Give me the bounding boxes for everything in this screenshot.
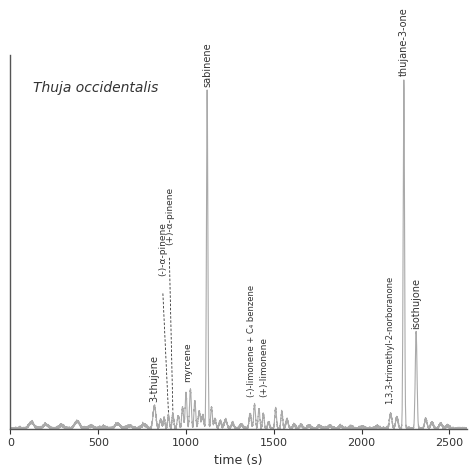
Text: thujane-3-one: thujane-3-one xyxy=(399,8,409,76)
Text: myrcene: myrcene xyxy=(183,343,192,383)
Text: 3-thujene: 3-thujene xyxy=(149,355,159,402)
X-axis label: time (s): time (s) xyxy=(215,454,263,467)
Text: (+)-limonene: (+)-limonene xyxy=(260,337,269,397)
Text: (-)-α-pinene: (-)-α-pinene xyxy=(158,222,167,276)
Text: isothujone: isothujone xyxy=(411,278,421,329)
Text: sabinene: sabinene xyxy=(202,42,212,87)
Text: (+)-α-pinene: (+)-α-pinene xyxy=(165,187,174,245)
Text: Thuja occidentalis: Thuja occidentalis xyxy=(33,81,159,95)
Text: (-)-limonene + C₄ benzene: (-)-limonene + C₄ benzene xyxy=(247,284,256,397)
Text: 1,3,3-trimethyl-2-norboranone: 1,3,3-trimethyl-2-norboranone xyxy=(385,275,394,404)
